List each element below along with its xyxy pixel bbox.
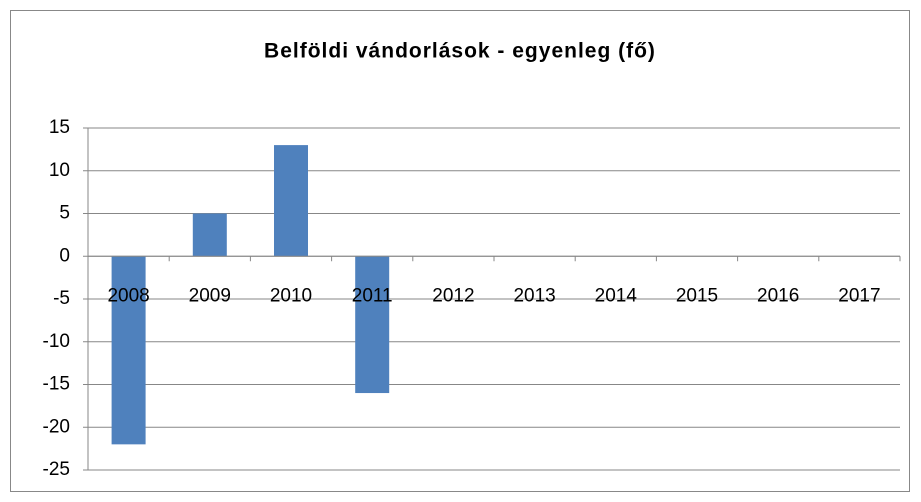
y-tick-label: 5 — [59, 203, 70, 224]
y-tick-label: 10 — [49, 160, 70, 181]
x-tick-label: 2016 — [757, 285, 799, 306]
x-tick-label: 2010 — [270, 285, 312, 306]
x-tick-label: 2012 — [432, 285, 474, 306]
bar — [111, 256, 146, 445]
y-tick-label: 0 — [59, 245, 70, 266]
x-tick-label: 2009 — [189, 285, 231, 306]
bar — [355, 256, 390, 394]
y-tick-label: -20 — [43, 416, 70, 437]
x-tick-label: 2014 — [595, 285, 638, 306]
x-tick-label: 2017 — [838, 285, 880, 306]
bar — [274, 145, 308, 257]
x-tick-label: 2008 — [107, 285, 149, 306]
x-tick-label: 2015 — [676, 285, 718, 306]
y-tick-label: 15 — [49, 117, 70, 138]
x-tick-label: 2011 — [352, 285, 393, 306]
y-tick-label: -10 — [43, 331, 70, 352]
chart-border — [10, 10, 910, 492]
y-tick-label: -25 — [43, 459, 70, 480]
x-tick-label: 2013 — [513, 285, 555, 306]
chart-title: Belföldi vándorlások - egyenleg (fő) — [264, 40, 656, 63]
bar — [192, 213, 227, 257]
y-tick-label: -5 — [53, 288, 70, 309]
y-tick-label: -15 — [43, 374, 70, 395]
